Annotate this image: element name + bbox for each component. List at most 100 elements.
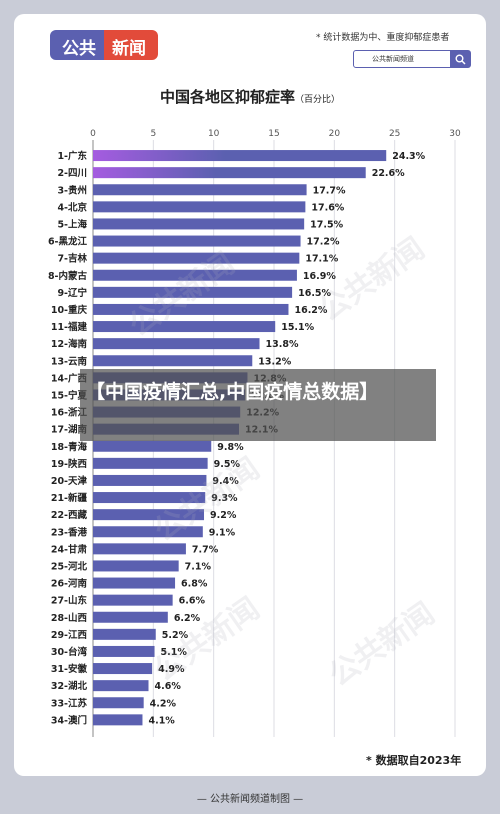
bar [93, 201, 306, 213]
category-label: 15-宁夏 [51, 389, 88, 401]
value-label: 9.8% [217, 442, 244, 453]
category-label: 11-福建 [51, 321, 88, 333]
bar [93, 218, 305, 230]
bar [93, 252, 300, 264]
bar [93, 303, 289, 315]
bar [93, 543, 186, 555]
value-label: 6.6% [179, 596, 206, 607]
category-label: 16-浙江 [51, 407, 88, 419]
value-label: 16.5% [298, 288, 331, 299]
value-label: 4.1% [148, 715, 175, 726]
category-label: 13-云南 [51, 355, 88, 367]
bar [93, 645, 155, 657]
category-label: 8-内蒙古 [48, 270, 88, 282]
category-label: 27-山东 [51, 595, 88, 607]
x-tick-label: 5 [150, 129, 156, 139]
category-label: 19-陕西 [51, 458, 88, 470]
value-label: 17.5% [310, 219, 343, 230]
x-tick-label: 10 [208, 129, 220, 139]
category-label: 4-北京 [57, 201, 87, 213]
value-label: 17.1% [305, 254, 338, 265]
x-tick-label: 30 [449, 129, 461, 139]
value-label: 7.1% [185, 561, 212, 572]
bar [93, 526, 203, 538]
x-tick-label: 25 [389, 129, 400, 139]
bar [93, 474, 207, 486]
statistics-note: * 统计数据为中、重度抑郁症患者 [316, 33, 450, 43]
value-label: 4.6% [155, 681, 182, 692]
category-label: 18-青海 [51, 441, 88, 453]
x-tick-label: 15 [268, 129, 279, 139]
category-label: 17-湖南 [51, 424, 88, 436]
value-label: 24.3% [392, 151, 425, 162]
bar [93, 560, 179, 572]
bar [93, 594, 173, 606]
value-label: 16.2% [294, 305, 327, 316]
bar [93, 509, 205, 521]
bar [93, 167, 366, 179]
value-label: 9.1% [209, 527, 236, 538]
value-label: 9.2% [210, 510, 237, 521]
bar [93, 680, 149, 692]
bar [93, 577, 176, 589]
value-label: 9.5% [214, 459, 241, 470]
data-source-note: * 数据取自2023年 [366, 754, 462, 767]
bar [93, 150, 387, 162]
bar [93, 355, 253, 367]
news-headline-overlay[interactable]: 【中国疫情汇总,中国疫情总数据】 [80, 369, 436, 441]
value-label: 4.2% [150, 698, 177, 709]
bar [93, 611, 168, 623]
value-label: 13.8% [266, 339, 299, 350]
value-label: 7.7% [192, 544, 219, 555]
category-label: 25-河北 [51, 560, 88, 572]
value-label: 6.2% [174, 613, 201, 624]
value-label: 16.9% [303, 271, 336, 282]
x-tick-label: 20 [329, 129, 341, 139]
category-label: 21-新疆 [51, 492, 88, 504]
bar [93, 492, 206, 504]
bar [93, 184, 307, 196]
search-box-text: 公共新闻频道 [372, 55, 414, 63]
category-label: 28-山西 [51, 612, 88, 624]
search-box[interactable]: 公共新闻频道 [353, 50, 471, 68]
category-label: 23-香港 [51, 526, 88, 538]
category-label: 33-江苏 [51, 697, 88, 709]
value-label: 17.6% [311, 202, 344, 213]
chart-title: 中国各地区抑郁症率 [159, 88, 295, 106]
category-label: 20-天津 [51, 475, 88, 487]
bar [93, 338, 260, 350]
bar [93, 663, 153, 675]
bar [93, 269, 297, 281]
bar [93, 235, 301, 247]
chart-unit-label: （百分比） [295, 95, 341, 105]
value-label: 5.1% [161, 647, 188, 658]
category-label: 7-吉林 [57, 253, 87, 265]
x-tick-label: 0 [90, 129, 96, 139]
category-label: 32-湖北 [51, 680, 88, 692]
category-label: 6-黑龙江 [48, 236, 88, 248]
category-label: 9-辽宁 [57, 287, 87, 299]
value-label: 5.2% [162, 630, 189, 641]
value-label: 9.3% [211, 493, 238, 504]
category-label: 1-广东 [57, 150, 87, 162]
value-label: 4.9% [158, 664, 185, 675]
category-label: 3-贵州 [57, 184, 87, 196]
value-label: 13.2% [258, 356, 291, 367]
value-label: 9.4% [212, 476, 239, 487]
bar [93, 697, 144, 709]
category-label: 31-安徽 [51, 663, 88, 675]
bar [93, 440, 212, 452]
search-icon[interactable] [450, 51, 470, 67]
footer-credit: — 公共新闻频道制图 — [196, 794, 304, 805]
bar [93, 628, 156, 640]
logo-part-2: 新闻 [104, 30, 158, 60]
news-headline-text[interactable]: 【中国疫情汇总,中国疫情总数据】 [86, 381, 379, 403]
category-label: 34-澳门 [51, 714, 87, 726]
chart-title-block: 中国各地区抑郁症率（百分比） [0, 86, 500, 107]
category-label: 5-上海 [57, 218, 87, 230]
value-label: 15.1% [281, 322, 314, 333]
bar [93, 321, 276, 333]
category-label: 24-甘肃 [51, 543, 88, 555]
value-label: 6.8% [181, 579, 208, 590]
bar [93, 286, 293, 298]
